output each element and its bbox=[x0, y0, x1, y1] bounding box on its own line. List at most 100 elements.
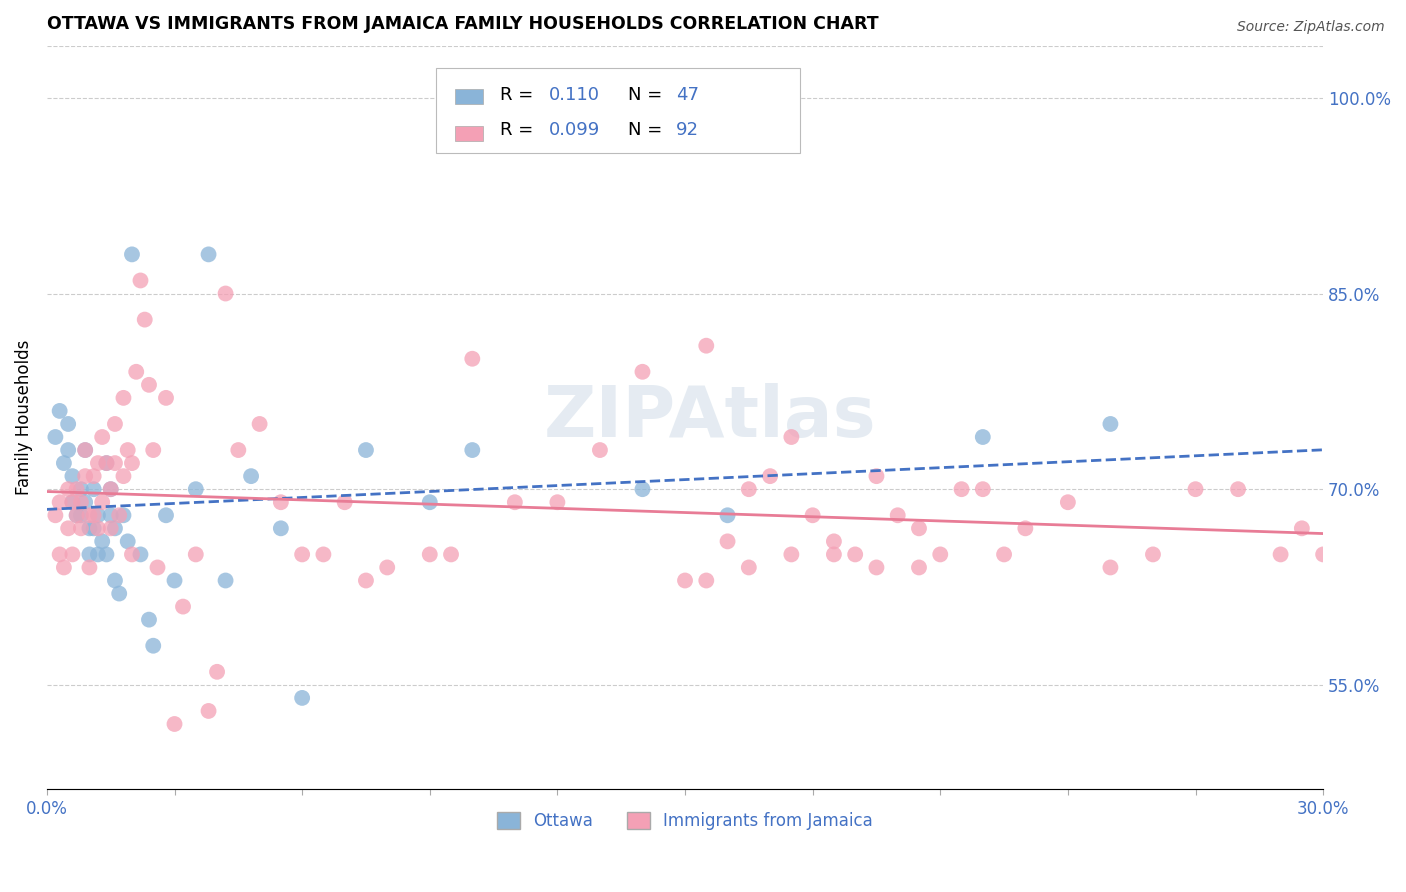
Point bbox=[56, 521, 79, 535]
Point bbox=[440, 548, 463, 562]
Text: ZIPAtlas: ZIPAtlas bbox=[544, 383, 877, 452]
Point bbox=[91, 495, 114, 509]
Point bbox=[87, 521, 110, 535]
Point bbox=[1270, 548, 1292, 562]
Point bbox=[48, 495, 70, 509]
Point bbox=[354, 443, 377, 458]
Point bbox=[48, 548, 70, 562]
Point bbox=[823, 534, 845, 549]
Point bbox=[62, 469, 84, 483]
Point bbox=[108, 508, 131, 523]
Point bbox=[214, 574, 236, 588]
Point bbox=[142, 639, 165, 653]
Point bbox=[155, 508, 177, 523]
Point bbox=[631, 365, 654, 379]
Text: OTTAWA VS IMMIGRANTS FROM JAMAICA FAMILY HOUSEHOLDS CORRELATION CHART: OTTAWA VS IMMIGRANTS FROM JAMAICA FAMILY… bbox=[46, 15, 879, 33]
Point bbox=[66, 508, 89, 523]
Point bbox=[908, 560, 931, 574]
Point bbox=[100, 482, 122, 496]
Point bbox=[716, 508, 738, 523]
Point bbox=[129, 548, 152, 562]
Point bbox=[48, 404, 70, 418]
Point bbox=[96, 456, 118, 470]
Point bbox=[950, 482, 973, 496]
Point bbox=[197, 247, 219, 261]
Point bbox=[146, 560, 169, 574]
Point bbox=[121, 548, 143, 562]
Point bbox=[79, 508, 101, 523]
Point bbox=[908, 521, 931, 535]
Point bbox=[716, 534, 738, 549]
Point bbox=[56, 443, 79, 458]
Point bbox=[66, 508, 89, 523]
Point bbox=[75, 443, 97, 458]
Point bbox=[291, 690, 314, 705]
Text: N =: N = bbox=[627, 87, 668, 104]
Point bbox=[461, 443, 484, 458]
Point bbox=[780, 548, 803, 562]
Point bbox=[546, 495, 568, 509]
Point bbox=[214, 286, 236, 301]
Point bbox=[333, 495, 356, 509]
Point bbox=[354, 574, 377, 588]
Point bbox=[228, 443, 250, 458]
Point bbox=[44, 508, 66, 523]
Point bbox=[83, 521, 105, 535]
Point bbox=[83, 469, 105, 483]
Text: 47: 47 bbox=[676, 87, 699, 104]
Point bbox=[1057, 495, 1080, 509]
Point bbox=[312, 548, 335, 562]
Point bbox=[56, 417, 79, 431]
Point bbox=[240, 469, 263, 483]
Point bbox=[270, 521, 292, 535]
FancyBboxPatch shape bbox=[436, 68, 800, 153]
Point bbox=[291, 548, 314, 562]
Point bbox=[780, 430, 803, 444]
Point bbox=[1142, 548, 1164, 562]
Point bbox=[865, 469, 887, 483]
Point bbox=[117, 534, 139, 549]
Y-axis label: Family Households: Family Households bbox=[15, 340, 32, 495]
Text: N =: N = bbox=[627, 120, 668, 138]
Point bbox=[75, 495, 97, 509]
Point bbox=[419, 495, 441, 509]
Point bbox=[972, 430, 994, 444]
Point bbox=[96, 548, 118, 562]
Point bbox=[1291, 521, 1313, 535]
Point bbox=[83, 508, 105, 523]
Point bbox=[461, 351, 484, 366]
Point bbox=[79, 521, 101, 535]
Point bbox=[100, 521, 122, 535]
Point bbox=[104, 521, 127, 535]
Point bbox=[70, 482, 93, 496]
Point bbox=[87, 456, 110, 470]
Point bbox=[823, 548, 845, 562]
Point bbox=[134, 312, 156, 326]
Point bbox=[125, 365, 148, 379]
Point bbox=[886, 508, 908, 523]
Point bbox=[100, 482, 122, 496]
Point bbox=[62, 548, 84, 562]
Point bbox=[155, 391, 177, 405]
Point bbox=[738, 482, 761, 496]
Point bbox=[184, 548, 207, 562]
Point bbox=[270, 495, 292, 509]
Point bbox=[100, 508, 122, 523]
Point bbox=[56, 482, 79, 496]
Point bbox=[184, 482, 207, 496]
Point bbox=[52, 456, 75, 470]
Point bbox=[62, 495, 84, 509]
Text: 92: 92 bbox=[676, 120, 699, 138]
Point bbox=[66, 482, 89, 496]
Point bbox=[62, 495, 84, 509]
Point bbox=[695, 574, 717, 588]
Point bbox=[865, 560, 887, 574]
Point bbox=[1184, 482, 1206, 496]
Point bbox=[91, 430, 114, 444]
Point bbox=[375, 560, 398, 574]
Point bbox=[503, 495, 526, 509]
Point bbox=[631, 482, 654, 496]
Point bbox=[163, 574, 186, 588]
Point bbox=[673, 574, 696, 588]
Point bbox=[1227, 482, 1250, 496]
